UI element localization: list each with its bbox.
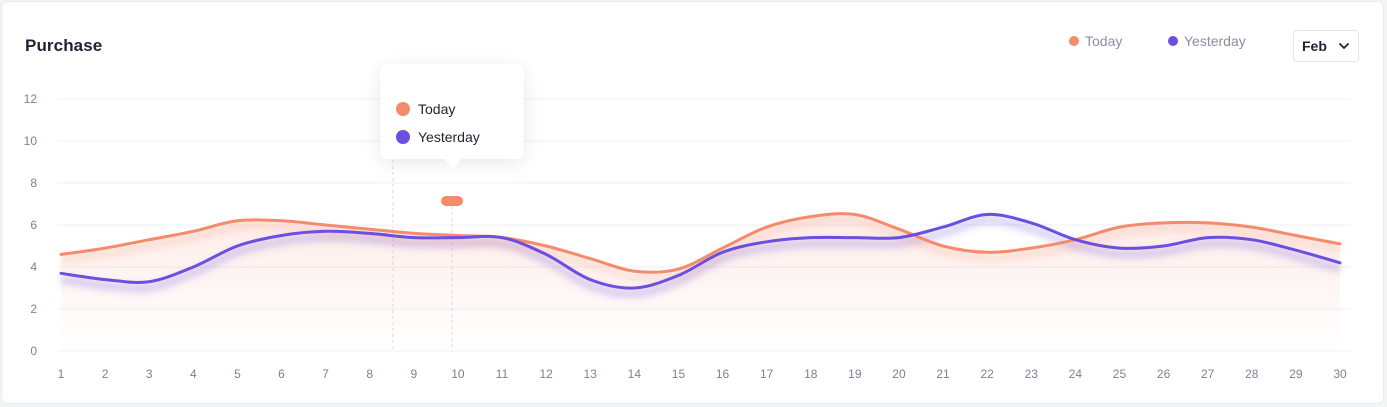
- month-select[interactable]: Feb: [1293, 30, 1359, 62]
- legend-item-today[interactable]: Today: [1069, 33, 1122, 49]
- x-tick-label: 27: [1201, 367, 1215, 381]
- x-tick-label: 21: [936, 367, 950, 381]
- x-tick-label: 14: [628, 367, 642, 381]
- chart-tooltip: Today Yesterday: [380, 64, 524, 169]
- x-tick-label: 7: [322, 367, 329, 381]
- chart-title: Purchase: [25, 36, 103, 55]
- legend-dot-today: [1069, 36, 1079, 46]
- x-tick-label: 28: [1245, 367, 1259, 381]
- x-tick-label: 15: [672, 367, 686, 381]
- x-tick-label: 26: [1157, 367, 1171, 381]
- yesterday-series-line: [59, 212, 1342, 290]
- tooltip-row-today: Today: [396, 101, 455, 117]
- x-tick-label: 25: [1113, 367, 1127, 381]
- x-tick-label: 2: [102, 367, 109, 381]
- x-tick-label: 16: [716, 367, 730, 381]
- x-tick-label: 9: [410, 367, 417, 381]
- y-tick-label: 4: [30, 260, 37, 274]
- x-tick-label: 29: [1289, 367, 1303, 381]
- x-tick-label: 4: [190, 367, 197, 381]
- hover-point-marker: [441, 196, 463, 206]
- x-tick-label: 8: [366, 367, 373, 381]
- legend-item-yesterday[interactable]: Yesterday: [1168, 33, 1246, 49]
- x-tick-label: 22: [980, 367, 994, 381]
- tooltip-dot-yesterday: [396, 130, 410, 144]
- x-tick-label: 17: [760, 367, 774, 381]
- x-tick-label: 5: [234, 367, 241, 381]
- tooltip-dot-today: [396, 102, 410, 116]
- today-line-shadow: [60, 216, 1341, 282]
- x-tick-label: 3: [146, 367, 153, 381]
- legend-label-yesterday: Yesterday: [1184, 33, 1246, 49]
- x-tick-label: 13: [584, 367, 598, 381]
- yesterday-line-shadow: [60, 217, 1341, 298]
- y-tick-label: 2: [30, 302, 37, 316]
- x-tick-label: 18: [804, 367, 818, 381]
- legend-dot-yesterday: [1168, 36, 1178, 46]
- y-tick-label: 0: [30, 344, 37, 358]
- x-tick-label: 20: [892, 367, 906, 381]
- x-tick-label: 30: [1333, 367, 1347, 381]
- x-tick-label: 19: [848, 367, 862, 381]
- month-select-value: Feb: [1302, 38, 1327, 54]
- x-tick-label: 12: [539, 367, 553, 381]
- x-tick-label: 23: [1025, 367, 1039, 381]
- x-tick-label: 1: [58, 367, 65, 381]
- x-tick-label: 6: [278, 367, 285, 381]
- x-tick-label: 11: [496, 367, 509, 381]
- y-tick-label: 10: [24, 134, 38, 148]
- tooltip-row-yesterday: Yesterday: [396, 129, 480, 145]
- today-series-line: [59, 212, 1342, 274]
- tooltip-label-yesterday: Yesterday: [418, 129, 480, 145]
- y-tick-label: 6: [30, 218, 37, 232]
- x-tick-label: 10: [451, 367, 465, 381]
- y-tick-label: 8: [30, 176, 37, 190]
- legend-label-today: Today: [1085, 33, 1123, 49]
- today-area-fill: [61, 213, 1340, 351]
- x-tick-label: 24: [1069, 367, 1083, 381]
- tooltip-label-today: Today: [418, 101, 456, 117]
- y-tick-label: 12: [24, 92, 38, 106]
- chevron-down-icon: [1339, 43, 1349, 49]
